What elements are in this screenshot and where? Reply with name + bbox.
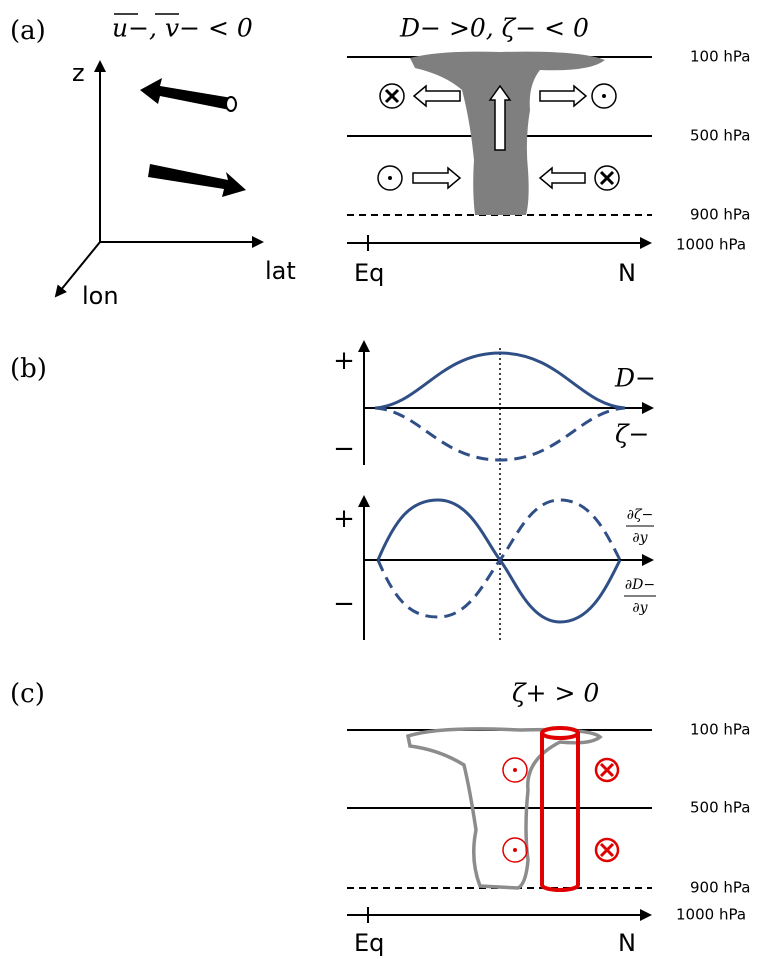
panel-label: (c): [10, 679, 45, 709]
level-label: 100 hPa: [690, 48, 750, 66]
axis-lat: lat: [265, 257, 296, 285]
level-label: 1000 hPa: [676, 236, 746, 254]
plus: +: [333, 346, 355, 376]
curve-label: ζ−: [615, 420, 650, 449]
level-label: 100 hPa: [690, 721, 750, 739]
title-left: u−, v− < 0: [112, 14, 253, 43]
level-label: 500 hPa: [690, 799, 750, 817]
x-end: N: [618, 259, 636, 287]
fraction-denominator: ∂y: [632, 530, 648, 546]
diagram: (a) u−, v− < 0 z lat lon D− >0, ζ− < 0 1…: [0, 0, 770, 959]
minus: −: [333, 589, 355, 619]
fraction-numerator: ∂D−: [625, 577, 655, 593]
level-label: 900 hPa: [690, 879, 750, 897]
title-right: D− >0, ζ− < 0: [399, 14, 589, 43]
x-start: Eq: [354, 259, 384, 287]
panel-c: (c) ζ+ > 0 100 hPa 500 hPa 900 hPa 1000 …: [10, 679, 750, 958]
fraction-numerator: ∂ζ−: [627, 507, 654, 523]
level-label: 900 hPa: [690, 206, 750, 224]
curve-label: D−: [614, 364, 656, 393]
x-end: N: [618, 929, 636, 957]
level-label: 500 hPa: [690, 127, 750, 145]
panel-label: (a): [10, 16, 46, 46]
panel-label: (b): [10, 354, 47, 384]
plus: +: [333, 504, 355, 534]
axis-z: z: [72, 59, 85, 87]
minus: −: [333, 434, 355, 464]
panel-a: (a) u−, v− < 0 z lat lon D− >0, ζ− < 0 1…: [10, 14, 750, 311]
axis-lon: lon: [82, 282, 119, 310]
title: ζ+ > 0: [512, 679, 599, 708]
panel-b: (b) + − D− ζ− + − ∂ζ− ∂y ∂D− ∂y: [10, 342, 656, 640]
x-start: Eq: [354, 929, 384, 957]
level-label: 1000 hPa: [676, 906, 746, 924]
fraction-denominator: ∂y: [632, 600, 648, 616]
